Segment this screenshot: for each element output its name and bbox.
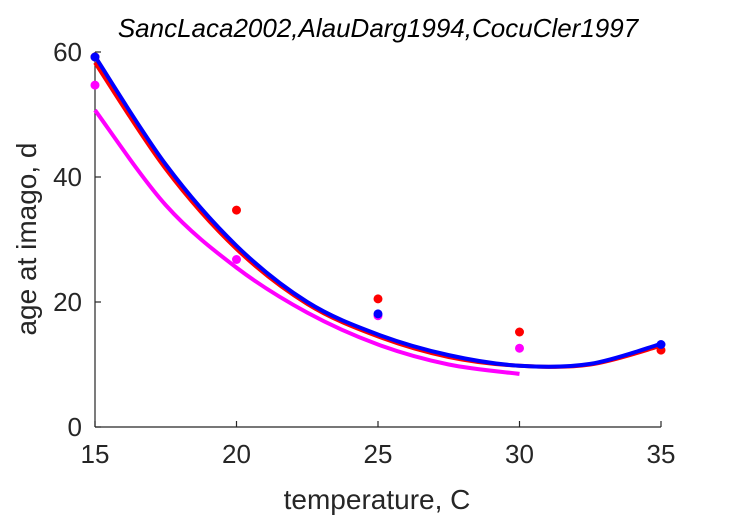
y-tick-label: 60 [53, 37, 82, 67]
data-point-3 [90, 52, 100, 62]
x-tick-label: 35 [647, 439, 676, 469]
data-point-1 [515, 327, 524, 337]
x-tick-label: 15 [81, 439, 110, 469]
x-tick-label: 25 [364, 439, 393, 469]
data-point-3 [373, 309, 383, 319]
fit-curves [93, 55, 662, 376]
y-axis-label: age at imago, d [11, 142, 42, 335]
data-point-3 [656, 340, 666, 349]
data-point-2 [232, 255, 241, 264]
data-point-2 [515, 343, 524, 353]
y-tick-label: 40 [53, 162, 82, 192]
labels: SancLaca2002,AlauDarg1994,CocuCler1997 t… [11, 13, 640, 515]
fit-curve-1 [93, 61, 662, 369]
fit-curve-3 [93, 55, 662, 369]
data-point-1 [373, 294, 383, 304]
x-axis-label: temperature, C [284, 484, 471, 515]
data-points [90, 52, 666, 355]
y-tick-label: 0 [68, 412, 82, 442]
chart-title: SancLaca2002,AlauDarg1994,CocuCler1997 [118, 13, 640, 43]
data-point-1 [232, 205, 241, 215]
axes: 15 20 25 30 35 0 20 40 60 [53, 37, 675, 469]
y-tick-label: 20 [53, 287, 82, 317]
x-tick-label: 20 [222, 439, 251, 469]
fit-curve-2 [93, 108, 520, 376]
data-point-2 [90, 80, 100, 90]
x-tick-label: 30 [505, 439, 534, 469]
